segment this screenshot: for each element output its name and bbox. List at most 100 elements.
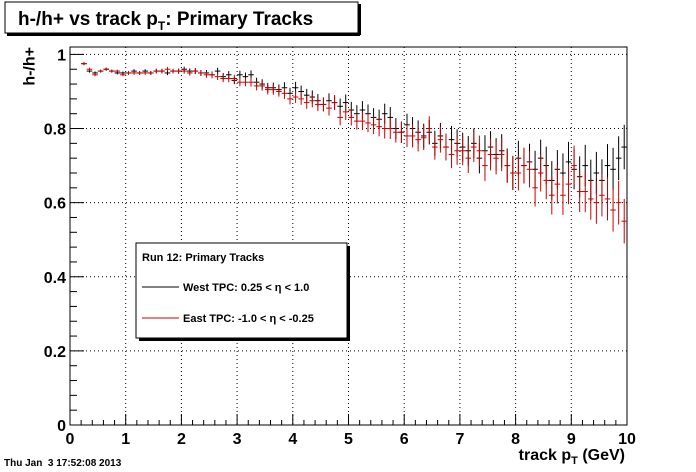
data-point [504,148,511,183]
data-point [203,71,210,78]
data-point [153,68,160,74]
data-point [326,100,332,116]
data-point [103,67,109,71]
chart-title-rest: : Primary Tracks [165,9,313,30]
data-point [342,103,349,121]
data-point [515,155,522,191]
legend-box [135,242,348,339]
data-point [181,68,187,74]
data-point [354,112,360,130]
y-tick-label: 0 [57,418,66,435]
data-point [615,180,622,225]
data-point [214,73,221,80]
y-tick-label: 0.8 [44,122,66,139]
data-point [276,86,282,97]
data-point [521,147,527,184]
timestamp: Thu Jan 3 17:52:08 2013 [4,458,122,469]
y-tick-label: 0.6 [44,196,66,213]
data-point [593,181,600,224]
data-point [582,170,589,213]
data-point [298,92,304,105]
data-point [142,71,148,75]
data-point [159,68,165,74]
data-point [448,140,455,169]
data-point [437,126,444,153]
data-point [147,71,154,75]
data-point [292,91,299,103]
data-point [315,97,321,112]
x-tick-label: 3 [233,431,242,448]
data-point [175,68,182,74]
data-point [560,175,566,215]
data-point [543,161,550,200]
data-point [621,198,627,244]
data-point [604,177,611,221]
data-point [320,97,327,112]
data-point [370,115,377,135]
chart-title-main: h-/h+ vs track p [18,9,158,30]
series-1 [81,62,627,244]
x-tick-label: 4 [288,431,297,448]
data-point [287,93,293,105]
x-axis-title: track pT (GeV) [519,447,625,467]
x-axis-title-rest: (GeV) [578,447,625,464]
data-point [554,164,561,204]
data-point [493,141,499,175]
data-point [565,164,572,205]
data-point [537,154,544,192]
data-point [393,121,399,143]
data-series [81,62,627,244]
y-axis-ticks: 0 0.2 0.4 0.6 0.8 1 [44,47,84,435]
data-point [359,112,366,131]
data-point [476,135,483,166]
data-point [465,143,472,173]
x-tick-label: 7 [455,431,464,448]
data-point [164,67,171,72]
data-point [220,74,226,83]
x-tick-label: 9 [567,431,576,448]
data-point [81,62,87,66]
data-point [498,137,505,172]
data-point [471,132,477,162]
data-point [209,71,215,79]
x-tick-label: 1 [121,431,130,448]
y-tick-label: 1 [57,47,66,64]
y-tick-label: 0.2 [44,344,66,361]
data-point [348,109,355,126]
data-point [599,174,605,217]
title-box-shadow-side [358,4,361,35]
data-point [510,155,516,191]
data-point [482,150,488,182]
data-point [237,78,243,87]
data-point [248,77,254,87]
data-point [576,171,583,212]
data-point [242,78,249,87]
data-point [571,145,577,186]
data-point [331,95,338,110]
x-tick-label: 6 [400,431,409,448]
data-point [131,71,137,75]
data-point [526,151,533,188]
data-point [415,127,421,152]
y-axis-title: h-/h+ [21,47,38,86]
chart-title-subscript: T [158,19,166,33]
data-point [186,70,193,76]
data-point [398,121,405,143]
data-point [225,74,232,83]
data-point [588,178,594,220]
data-point [248,70,254,80]
data-point [387,118,394,139]
legend-label-west: West TPC: 0.25 < η < 1.0 [183,282,309,294]
x-tick-label: 8 [511,431,520,448]
data-point [198,69,204,76]
data-point [432,134,438,160]
x-tick-label: 2 [177,431,186,448]
data-point [170,68,176,74]
data-point [125,71,132,75]
data-point [532,169,538,207]
data-point [409,124,416,148]
chart-title: h-/h+ vs track pT: Primary Tracks [18,9,313,33]
x-axis-ticks: 0 1 2 3 4 5 6 7 8 9 10 [66,414,636,448]
data-point [443,133,449,161]
data-point [192,68,199,75]
